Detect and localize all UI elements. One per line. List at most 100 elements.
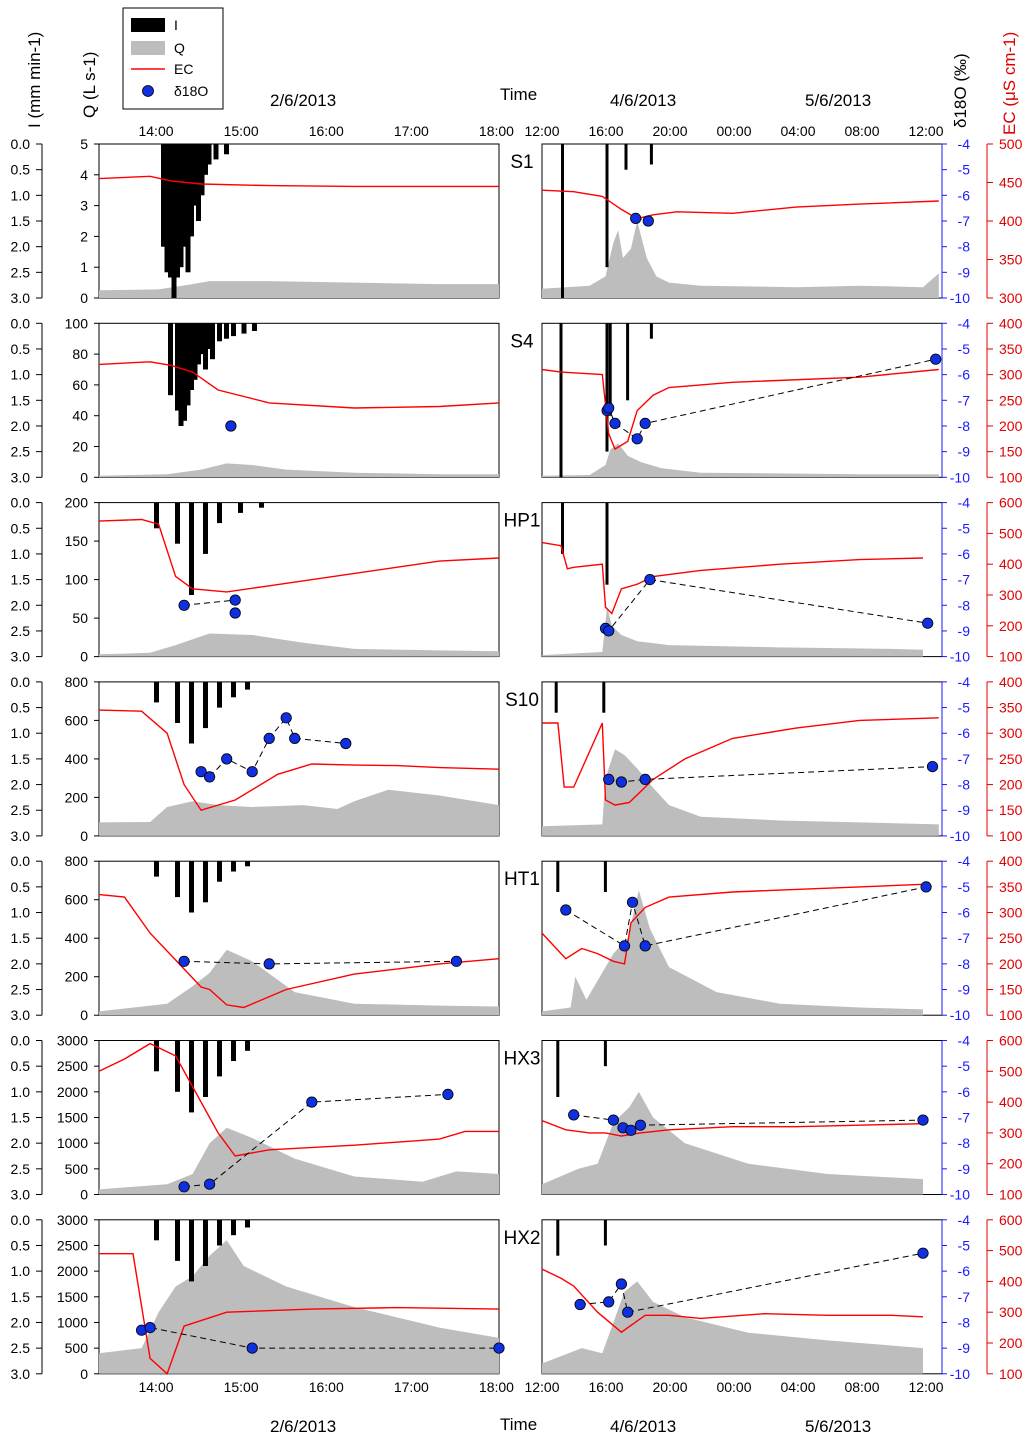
i-tick: 2.0 xyxy=(11,239,31,255)
legend-swatch-d18o xyxy=(142,85,154,97)
bottom-time-left-tick-3: 17:00 xyxy=(394,1379,429,1395)
panel-frame-left xyxy=(98,143,500,299)
o-tick: -9 xyxy=(958,1161,971,1177)
d18o-point xyxy=(625,1124,637,1136)
i-tick: 0.0 xyxy=(11,674,31,690)
i-bar xyxy=(217,1219,222,1246)
o-tick: -10 xyxy=(950,1007,970,1023)
i-bar xyxy=(192,144,198,206)
o-tick: -7 xyxy=(958,392,971,408)
o-tick: -8 xyxy=(958,239,971,255)
ec-line xyxy=(98,361,500,409)
o-tick: -4 xyxy=(958,315,971,331)
i-tick: 0.0 xyxy=(11,1212,31,1228)
d18o-point xyxy=(229,607,241,619)
ec-tick: 300 xyxy=(999,1125,1023,1141)
top-time-right-tick-3: 00:00 xyxy=(716,123,751,139)
top-time-left-tick-1: 15:00 xyxy=(224,123,259,139)
ec-tick: 500 xyxy=(999,136,1023,152)
o-tick: -10 xyxy=(950,469,970,485)
i-bar xyxy=(164,144,170,273)
i-tick: 0.5 xyxy=(11,879,31,895)
ec-line xyxy=(98,893,500,1009)
o-tick: -6 xyxy=(958,546,971,562)
i-tick: 2.5 xyxy=(11,623,31,639)
q-area xyxy=(542,443,939,478)
i-bar xyxy=(554,681,558,713)
d18o-point xyxy=(631,433,643,445)
i-tick: 1.0 xyxy=(11,187,31,203)
i-bar xyxy=(608,323,612,416)
d18o-point xyxy=(289,732,301,745)
site-label: HT1 xyxy=(504,869,540,890)
o-tick: -10 xyxy=(950,1187,970,1203)
i-bar xyxy=(245,681,250,690)
bottom-time-left-tick-2: 16:00 xyxy=(309,1379,344,1395)
o-tick: -6 xyxy=(958,1084,971,1100)
i-bar xyxy=(217,323,222,342)
o-tick: -5 xyxy=(958,1237,971,1253)
d18o-point xyxy=(263,732,275,745)
d18o-point xyxy=(221,753,233,765)
i-bar xyxy=(178,323,184,426)
i-tick: 2.5 xyxy=(11,444,31,460)
ec-tick: 150 xyxy=(999,444,1023,460)
q-tick: 1500 xyxy=(57,1110,88,1126)
q-tick: 1000 xyxy=(57,1135,88,1151)
footer-time-label: Time xyxy=(500,1415,537,1434)
o-tick: -7 xyxy=(958,930,971,946)
axis-title-q: Q (L s-1) xyxy=(80,52,99,118)
ec-tick: 400 xyxy=(999,674,1023,690)
bottom-time-right-tick-5: 08:00 xyxy=(844,1379,879,1395)
q-area xyxy=(542,1091,923,1195)
i-bar xyxy=(168,144,173,278)
panel-left-content xyxy=(98,681,500,836)
i-bar xyxy=(189,323,194,390)
d18o-point xyxy=(144,1322,156,1334)
q-tick: 0 xyxy=(80,649,88,665)
d18o-point xyxy=(615,776,628,788)
d18o-point xyxy=(246,766,258,778)
q-tick: 600 xyxy=(65,712,89,728)
ec-line xyxy=(541,189,939,220)
i-bar xyxy=(189,502,194,595)
i-bar xyxy=(259,502,264,508)
i-tick: 1.5 xyxy=(11,1110,31,1126)
d18o-point xyxy=(603,773,615,786)
top-time-left-tick-2: 16:00 xyxy=(309,123,344,139)
i-tick: 3.0 xyxy=(11,1007,31,1023)
i-bar xyxy=(210,323,215,360)
i-bar xyxy=(245,1219,250,1228)
i-bar xyxy=(203,1040,208,1097)
top-time-right-tick-6: 12:00 xyxy=(908,123,943,139)
i-bar xyxy=(217,1040,222,1077)
footer-date-right: 5/6/2013 xyxy=(805,1417,871,1436)
i-bar xyxy=(203,502,208,554)
panel-hx3: 0.00.51.01.52.02.53.03000250020001500100… xyxy=(11,1033,1023,1203)
i-bar xyxy=(213,144,219,160)
panel-s10: 0.0 0.5 1.0 1.5 2.0 2.5 3.0 800 600 400 200 0 -4 -5 -6… xyxy=(11,674,1023,844)
panel-right-content xyxy=(541,323,942,478)
site-label: HX3 xyxy=(504,1049,541,1070)
ec-line xyxy=(541,368,939,451)
i-bar xyxy=(189,681,194,744)
d18o-point xyxy=(442,1088,454,1101)
i-bar xyxy=(154,681,159,703)
axis-title-ec: EC (μS cm-1) xyxy=(1000,32,1019,135)
q-tick: 0 xyxy=(80,828,88,844)
ec-tick: 200 xyxy=(999,1156,1023,1172)
i-bar xyxy=(556,1040,560,1097)
footer-date-left: 2/6/2013 xyxy=(270,1417,336,1436)
i-tick: 0.5 xyxy=(11,341,31,357)
d18o-point xyxy=(204,1178,216,1190)
d18o-connector xyxy=(606,358,936,440)
i-tick: 3.0 xyxy=(11,1366,31,1382)
d18o-point xyxy=(639,417,651,429)
i-tick: 0.0 xyxy=(11,495,31,511)
header-time-label: Time xyxy=(500,85,537,104)
q-tick: 800 xyxy=(65,674,89,690)
o-tick: -10 xyxy=(950,828,970,844)
ec-tick: 100 xyxy=(999,1187,1023,1203)
i-bar xyxy=(154,861,159,877)
d18o-connector xyxy=(573,1114,924,1131)
